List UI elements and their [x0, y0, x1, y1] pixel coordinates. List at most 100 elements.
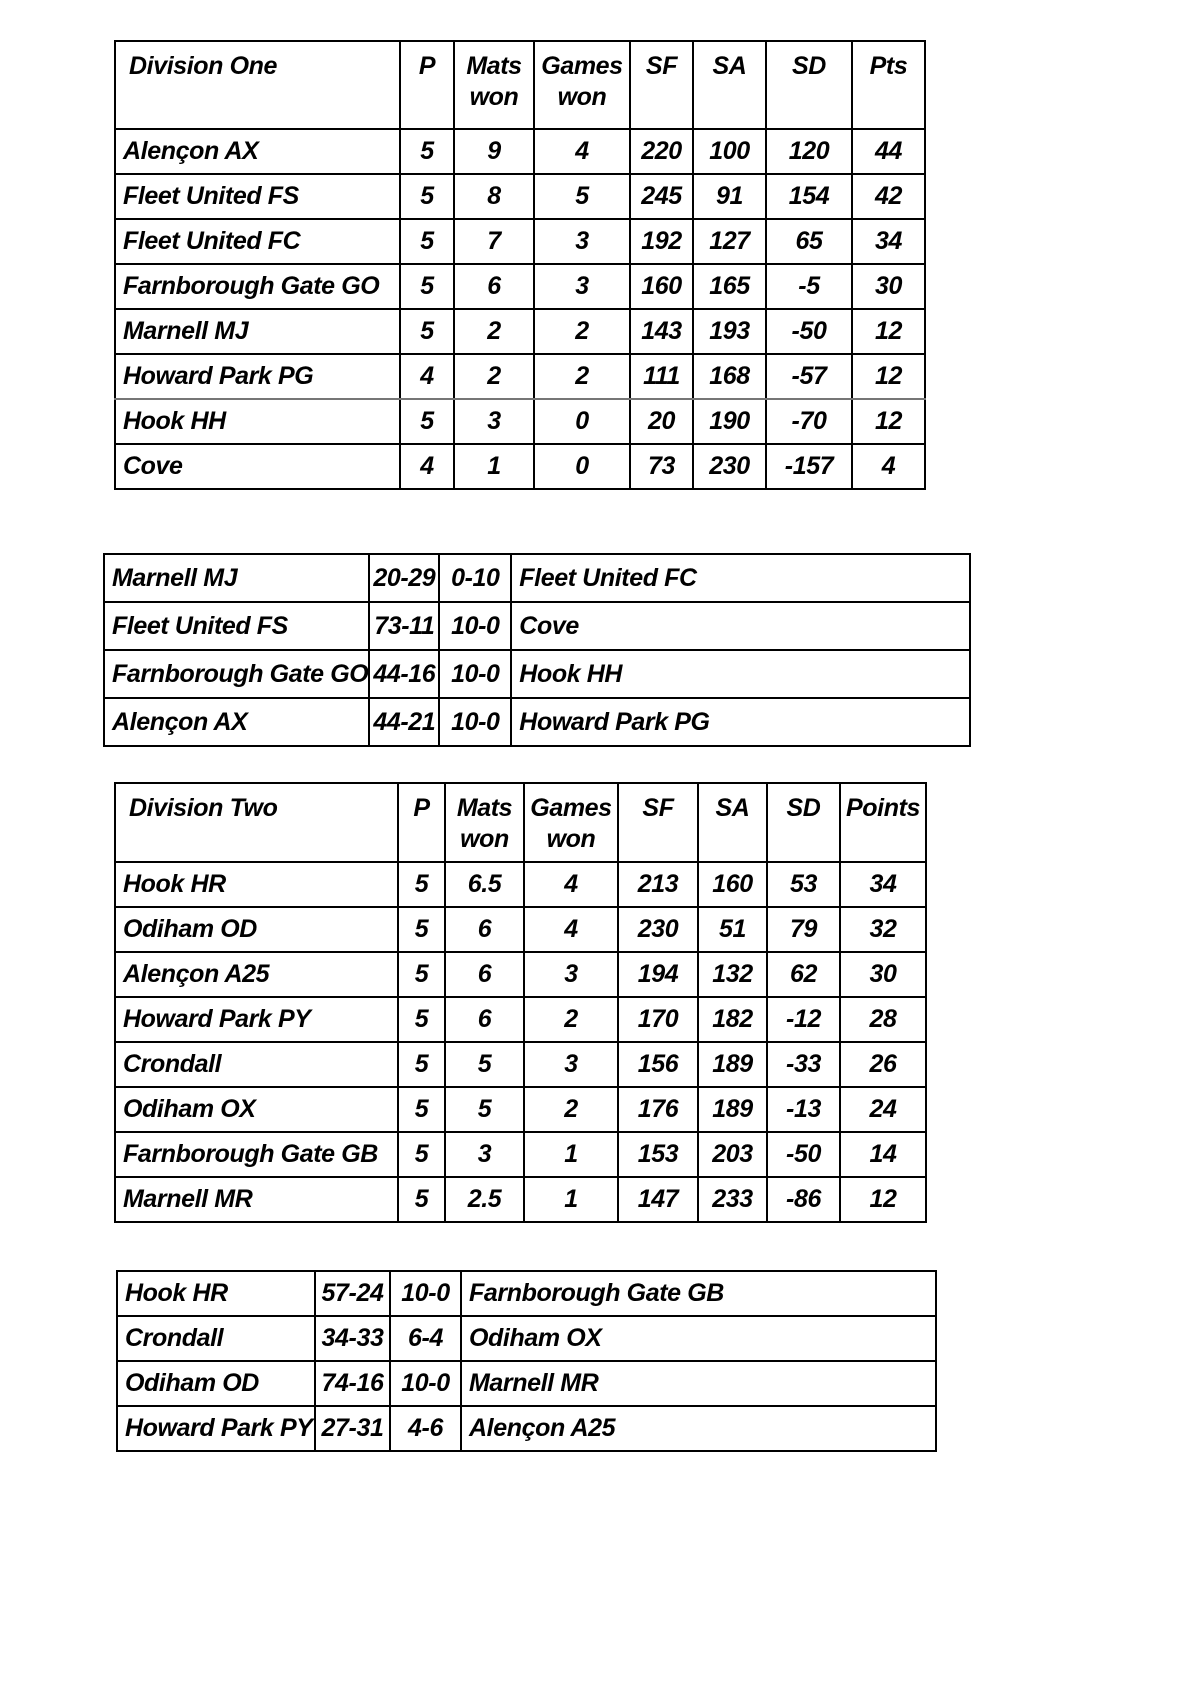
table-row: Crondall 5 5 3 156 189 -33 26: [114, 1041, 927, 1088]
header-pts: Pts: [851, 40, 926, 130]
header-sf: SF: [617, 782, 699, 863]
cell-sa: 193: [692, 308, 767, 355]
cell-sf: 220: [629, 128, 694, 175]
cell-games: 3: [533, 263, 631, 310]
cell-games: 2: [523, 996, 619, 1043]
cell-sd: -86: [766, 1176, 841, 1223]
cell-score: 57-24: [314, 1270, 391, 1317]
cell-home: Hook HR: [116, 1270, 316, 1317]
cell-away: Cove: [510, 601, 972, 651]
cell-team: Crondall: [114, 1041, 399, 1088]
cell-sa: 189: [697, 1086, 768, 1133]
cell-sd: -33: [766, 1041, 841, 1088]
cell-mats: 3: [444, 1131, 525, 1178]
cell-sf: 194: [617, 951, 699, 998]
cell-p: 5: [397, 1131, 446, 1178]
cell-pts: 30: [851, 263, 926, 310]
cell-p: 5: [397, 996, 446, 1043]
cell-mats: 2: [453, 308, 535, 355]
cell-home: Farnborough Gate GO: [102, 649, 371, 699]
cell-pts: 42: [851, 173, 926, 220]
cell-sa: 189: [697, 1041, 768, 1088]
cell-games: 3: [523, 951, 619, 998]
cell-pts: 12: [839, 1176, 927, 1223]
cell-mats: 2.5: [444, 1176, 525, 1223]
table-row: Howard Park PY 27-31 4-6 Alençon A25: [116, 1405, 937, 1452]
cell-games: 10-0: [389, 1360, 462, 1407]
table-row: Crondall 34-33 6-4 Odiham OX: [116, 1315, 937, 1362]
cell-games: 6-4: [389, 1315, 462, 1362]
cell-games: 4-6: [389, 1405, 462, 1452]
cell-games: 5: [533, 173, 631, 220]
header-played: P: [397, 782, 446, 863]
cell-sd: -5: [765, 263, 853, 310]
header-row: Division One P Mats won Games won SF SA …: [114, 40, 926, 130]
header-row: Division Two P Mats won Games won SF SA …: [114, 782, 927, 863]
cell-games: 3: [523, 1041, 619, 1088]
cell-sd: -50: [766, 1131, 841, 1178]
cell-p: 5: [399, 263, 455, 310]
cell-pts: 12: [851, 398, 926, 445]
cell-sf: 143: [629, 308, 694, 355]
header-sa: SA: [692, 40, 767, 130]
cell-mats: 9: [453, 128, 535, 175]
cell-away: Marnell MR: [460, 1360, 937, 1407]
cell-sd: -50: [765, 308, 853, 355]
cell-mats: 7: [453, 218, 535, 265]
cell-p: 5: [397, 1086, 446, 1133]
table-row: Odiham OX 5 5 2 176 189 -13 24: [114, 1086, 927, 1133]
cell-p: 5: [397, 951, 446, 998]
table-row: Hook HR 5 6.5 4 213 160 53 34: [114, 861, 927, 908]
cell-score: 73-11: [368, 601, 441, 651]
cell-team: Marnell MJ: [114, 308, 401, 355]
cell-mats: 6: [453, 263, 535, 310]
table-row: Farnborough Gate GO 44-16 10-0 Hook HH: [102, 649, 972, 699]
table-row: Howard Park PG 4 2 2 111 168 -57 12: [114, 353, 926, 400]
cell-pts: 32: [839, 906, 927, 953]
cell-p: 5: [397, 1176, 446, 1223]
cell-mats: 6: [444, 951, 525, 998]
cell-sf: 156: [617, 1041, 699, 1088]
cell-p: 5: [399, 308, 455, 355]
header-sd: SD: [765, 40, 853, 130]
cell-sd: -13: [766, 1086, 841, 1133]
cell-games: 4: [523, 906, 619, 953]
cell-p: 4: [399, 443, 455, 490]
division-one-results-table: Marnell MJ 20-29 0-10 Fleet United FC Fleet …: [102, 553, 972, 747]
cell-home: Fleet United FS: [102, 601, 371, 651]
cell-sd: 62: [766, 951, 841, 998]
cell-pts: 24: [839, 1086, 927, 1133]
cell-away: Alençon A25: [460, 1405, 937, 1452]
cell-team: Marnell MR: [114, 1176, 399, 1223]
cell-sa: 127: [692, 218, 767, 265]
cell-p: 5: [399, 218, 455, 265]
cell-sf: 73: [629, 443, 694, 490]
table-row: Hook HH 5 3 0 20 190 -70 12: [114, 398, 926, 445]
table-row: Cove 4 1 0 73 230 -157 4: [114, 443, 926, 490]
table-row: Marnell MJ 20-29 0-10 Fleet United FC: [102, 553, 972, 603]
cell-pts: 34: [839, 861, 927, 908]
table-row: Farnborough Gate GO 5 6 3 160 165 -5 30: [114, 263, 926, 310]
cell-pts: 26: [839, 1041, 927, 1088]
table-row: Alençon AX 44-21 10-0 Howard Park PG: [102, 697, 972, 747]
cell-games: 4: [533, 128, 631, 175]
cell-sf: 20: [629, 398, 694, 445]
division-one-table: Division One P Mats won Games won SF SA …: [114, 40, 926, 490]
cell-sf: 153: [617, 1131, 699, 1178]
table-row: Alençon AX 5 9 4 220 100 120 44: [114, 128, 926, 175]
cell-sa: 168: [692, 353, 767, 400]
table-row: Howard Park PY 5 6 2 170 182 -12 28: [114, 996, 927, 1043]
header-points: Points: [839, 782, 927, 863]
cell-mats: 3: [453, 398, 535, 445]
cell-sa: 203: [697, 1131, 768, 1178]
cell-games: 10-0: [438, 649, 513, 699]
cell-mats: 2: [453, 353, 535, 400]
table-row: Odiham OD 5 6 4 230 51 79 32: [114, 906, 927, 953]
cell-pts: 28: [839, 996, 927, 1043]
cell-mats: 8: [453, 173, 535, 220]
cell-mats: 6: [444, 906, 525, 953]
header-mats-won: Mats won: [453, 40, 535, 130]
cell-sd: 79: [766, 906, 841, 953]
cell-p: 5: [397, 1041, 446, 1088]
